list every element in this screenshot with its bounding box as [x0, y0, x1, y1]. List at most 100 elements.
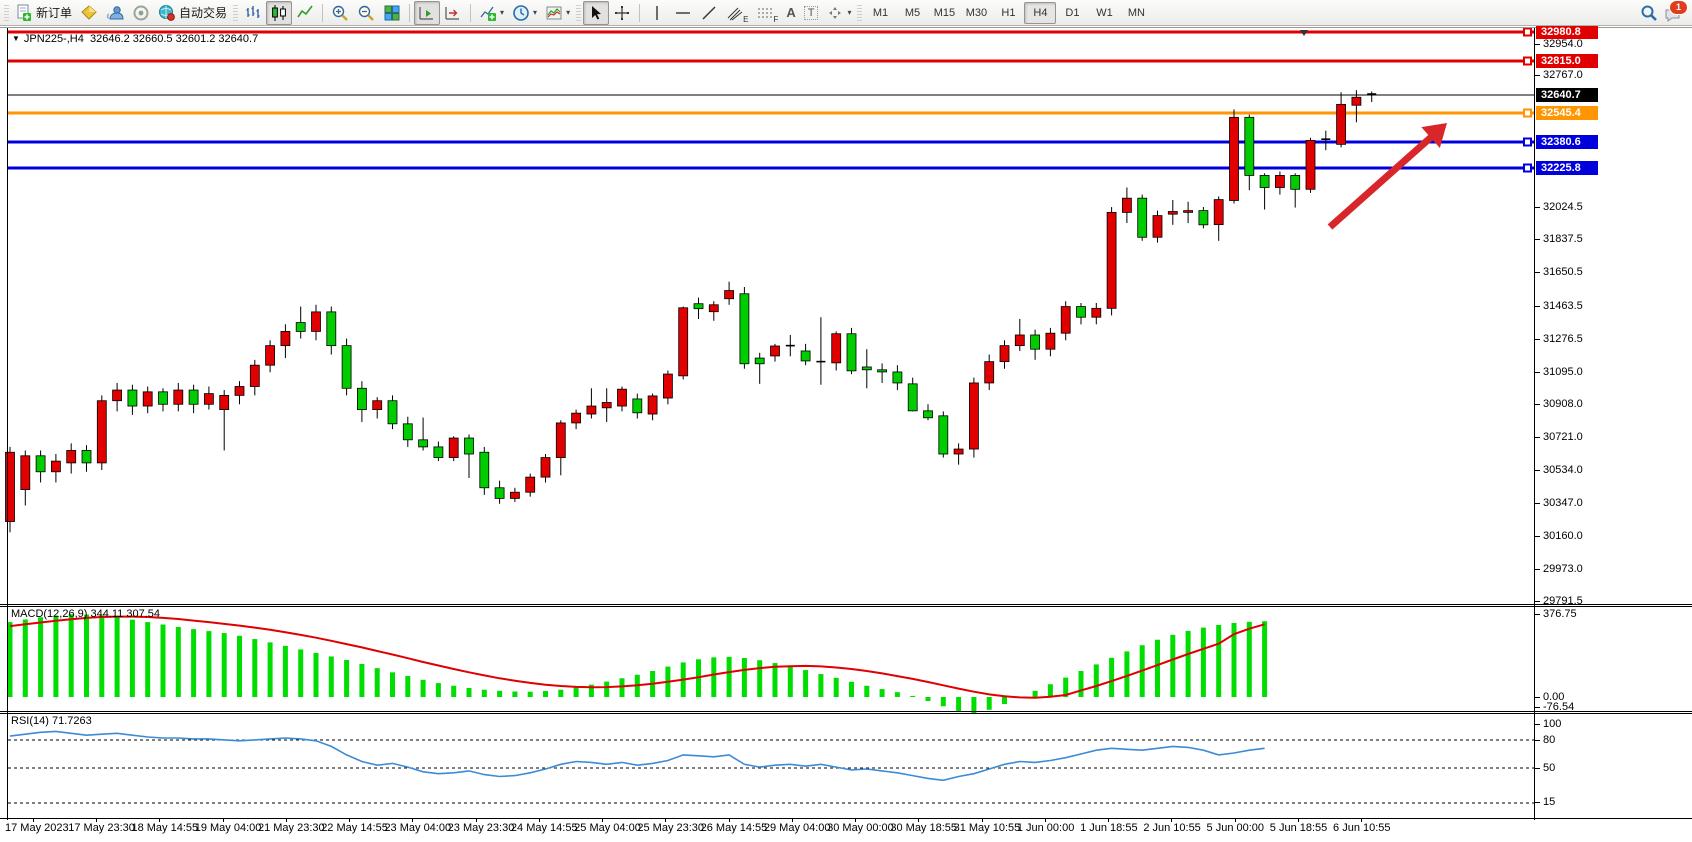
- time-axis-label: 1 Jun 18:55: [1080, 822, 1138, 834]
- timeframe-button-w1[interactable]: W1: [1096, 6, 1113, 19]
- timeframe-button-m15[interactable]: M15: [933, 6, 956, 19]
- toolbar-separator: [639, 3, 641, 22]
- price-axis-tick-mark: [1534, 470, 1540, 471]
- tile-windows-button[interactable]: [379, 1, 405, 25]
- time-axis-tick-mark: [222, 818, 224, 822]
- crosshair-tool-button[interactable]: [609, 1, 635, 25]
- autotrading-button[interactable]: 自动交易: [154, 1, 231, 25]
- candlestick-mode-button[interactable]: [266, 0, 293, 25]
- price-axis-tick-mark: [1534, 503, 1540, 504]
- horizontal-line-tool-button[interactable]: [670, 1, 696, 25]
- line-chart-icon: [297, 5, 313, 17]
- timeframe-button-m5[interactable]: M5: [904, 6, 921, 19]
- timeframe-button-h4[interactable]: H4: [1024, 1, 1057, 24]
- zoom-in-icon: [332, 5, 348, 21]
- zoom-out-button[interactable]: [353, 1, 379, 25]
- time-axis-tick-mark: [1171, 818, 1173, 822]
- vertical-line-icon: [656, 5, 658, 20]
- signals-button[interactable]: [128, 1, 154, 25]
- dropdown-arrow-icon: ▾: [500, 8, 505, 17]
- time-axis-tick-mark: [1044, 818, 1046, 822]
- trendline-tool-button[interactable]: [696, 1, 722, 25]
- cursor-tool-button[interactable]: [583, 0, 610, 25]
- mql5-person-icon: [106, 5, 124, 19]
- time-axis-label: 1 Jun 00:00: [1016, 822, 1075, 834]
- auto-scroll-button[interactable]: [414, 0, 441, 25]
- time-axis-tick-mark: [1297, 818, 1299, 822]
- arrows-tool-button[interactable]: ▾: [822, 1, 855, 25]
- line-chart-mode-button[interactable]: [292, 1, 318, 25]
- tile-windows-icon: [384, 5, 400, 20]
- text-tool-button[interactable]: A: [782, 1, 799, 25]
- chart-symbol-period: JPN225-,H4: [23, 33, 84, 45]
- autotrading-globe-icon: [159, 4, 175, 21]
- timeframe-button-h1[interactable]: H1: [1001, 6, 1016, 19]
- price-level-badge: 32545.4: [1536, 106, 1598, 120]
- price-axis-tick-mark: [1534, 601, 1540, 602]
- time-axis-tick-mark: [918, 818, 920, 822]
- crosshair-icon: [615, 5, 630, 20]
- price-axis-tick-mark: [1534, 569, 1540, 570]
- time-axis-label: 24 May 14:55: [510, 822, 578, 834]
- fibonacci-tool-button[interactable]: F: [752, 1, 782, 25]
- price-axis-tick-label: 30721.0: [1543, 431, 1583, 443]
- timeframe-button-m30[interactable]: M30: [965, 6, 988, 19]
- auto-scroll-icon: [419, 6, 434, 20]
- toolbar-grip: [4, 4, 9, 21]
- price-axis-tick-label: 31276.5: [1543, 333, 1583, 345]
- timeframe-button-mn[interactable]: MN: [1127, 6, 1145, 19]
- trendline-icon: [702, 6, 716, 19]
- vertical-line-tool-button[interactable]: [644, 1, 670, 25]
- equidistant-channel-tool-button[interactable]: E: [722, 1, 752, 25]
- rsi-axis-tick-label: 100: [1543, 718, 1562, 730]
- price-axis-tick-label: 29973.0: [1543, 563, 1583, 575]
- chart-shift-button[interactable]: [440, 1, 466, 25]
- chart-ohlc-values: 32646.2 32660.5 32601.2 32640.7: [89, 33, 259, 45]
- price-axis-tick-mark: [1534, 339, 1540, 340]
- search-icon[interactable]: [1640, 4, 1658, 22]
- price-axis-tick-mark: [1534, 437, 1540, 438]
- chart-dropdown-icon[interactable]: ▼: [12, 34, 20, 43]
- channel-letter: E: [743, 14, 749, 24]
- rsi-axis-tick-mark: [1534, 802, 1540, 803]
- indicators-button[interactable]: ▾: [475, 1, 508, 25]
- rsi-separator-top: [0, 711, 1692, 712]
- new-order-button[interactable]: 新订单: [11, 1, 76, 25]
- time-axis-label: 26 May 14:55: [700, 822, 768, 834]
- periods-button[interactable]: ▾: [508, 1, 541, 25]
- notification-count-badge: 1: [1669, 0, 1688, 15]
- time-axis-tick-mark: [96, 818, 98, 822]
- macd-separator-top: [0, 604, 1692, 605]
- text-label-tool-button[interactable]: T: [800, 1, 823, 25]
- dropdown-arrow-icon: ▾: [847, 8, 852, 17]
- time-axis-tick-mark: [1361, 818, 1363, 822]
- timeframe-button-d1[interactable]: D1: [1065, 6, 1080, 19]
- timeframe-button-m1[interactable]: M1: [872, 6, 889, 19]
- bar-chart-mode-button[interactable]: [240, 1, 266, 25]
- cursor-arrow-icon: [592, 5, 602, 19]
- price-axis-tick-label: 31837.5: [1543, 233, 1583, 245]
- rsi-separator-bottom[interactable]: [0, 713, 1692, 714]
- horizontal-line-icon: [676, 11, 691, 14]
- time-axis-label: 6 Jun 10:55: [1333, 822, 1391, 834]
- toolbar-grip: [576, 4, 582, 21]
- signal-icon: [133, 5, 149, 20]
- chart-window[interactable]: [0, 26, 1692, 842]
- fibonacci-letter: F: [773, 14, 779, 24]
- candlestick-icon: [272, 4, 286, 21]
- history-center-button[interactable]: [76, 1, 102, 25]
- time-axis-label: 21 May 23:30: [257, 822, 325, 834]
- macd-separator-bottom[interactable]: [0, 606, 1692, 607]
- chart-shift-icon: [445, 6, 460, 20]
- zoom-in-button[interactable]: [327, 1, 353, 25]
- toolbar-grip: [857, 4, 863, 21]
- price-axis-border: [1534, 28, 1535, 820]
- templates-button[interactable]: ▾: [541, 1, 574, 25]
- price-axis-tick-mark: [1534, 404, 1540, 405]
- template-icon: [546, 6, 562, 19]
- price-axis-tick-label: 30160.0: [1543, 530, 1583, 542]
- price-level-badge: 32815.0: [1536, 54, 1598, 68]
- mql5-community-button[interactable]: [102, 1, 128, 25]
- notifications-button[interactable]: 1: [1664, 0, 1688, 23]
